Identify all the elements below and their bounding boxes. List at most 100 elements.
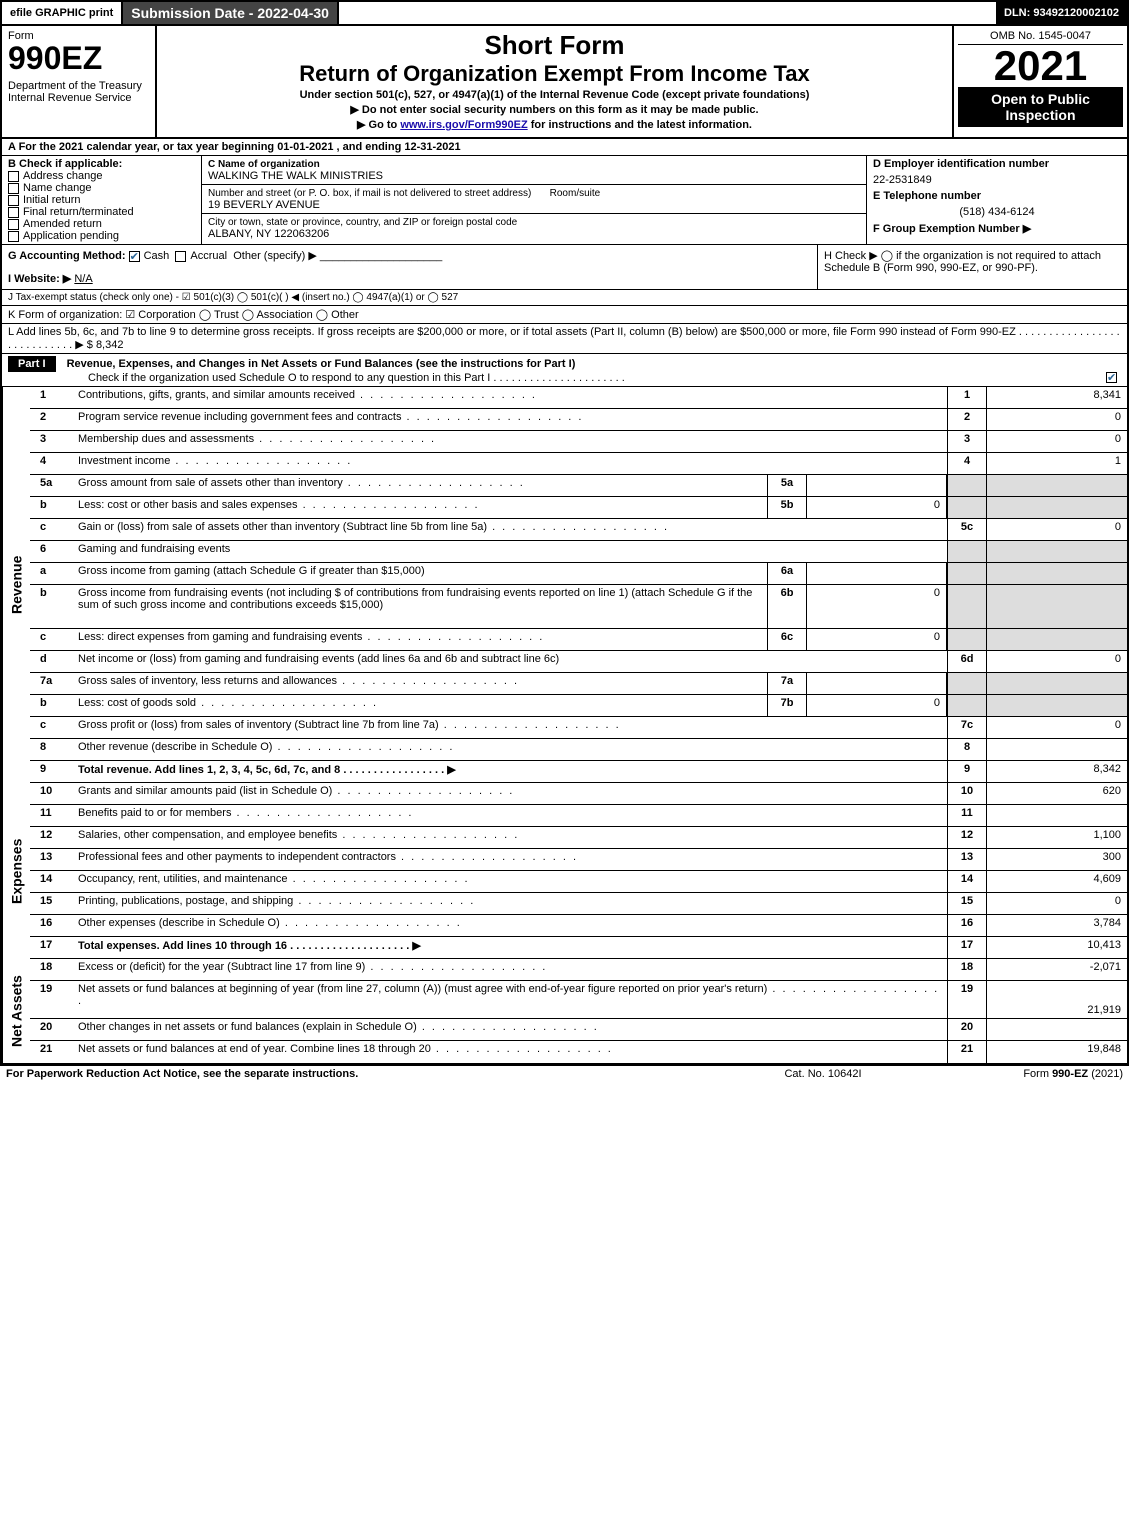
ghi-block: G Accounting Method: Cash Accrual Other … [0, 245, 1129, 290]
row-l: L Add lines 5b, 6c, and 7b to line 9 to … [0, 324, 1129, 354]
g-label: G Accounting Method: [8, 250, 126, 262]
bcd-block: B Check if applicable: Address change Na… [0, 156, 1129, 245]
line-5c: cGain or (loss) from sale of assets othe… [30, 519, 1127, 541]
line-10: 10Grants and similar amounts paid (list … [30, 783, 1127, 805]
line-6c: cLess: direct expenses from gaming and f… [30, 629, 1127, 651]
f-group-label: F Group Exemption Number ▶ [873, 222, 1121, 235]
department-label: Department of the Treasury Internal Reve… [8, 80, 149, 104]
d-ein-label: D Employer identification number [873, 158, 1121, 170]
line-14: 14Occupancy, rent, utilities, and mainte… [30, 871, 1127, 893]
part1-check-note: Check if the organization used Schedule … [88, 372, 625, 384]
line-7a: 7aGross sales of inventory, less returns… [30, 673, 1127, 695]
title-short-form: Short Form [165, 30, 944, 61]
line-6: 6Gaming and fundraising events [30, 541, 1127, 563]
row-h: H Check ▶ ◯ if the organization is not r… [817, 245, 1127, 289]
line-2: 2Program service revenue including gover… [30, 409, 1127, 431]
c-addr-label: Number and street (or P. O. box, if mail… [208, 188, 531, 199]
row-g: G Accounting Method: Cash Accrual Other … [8, 249, 811, 262]
line-15: 15Printing, publications, postage, and s… [30, 893, 1127, 915]
tax-year: 2021 [958, 45, 1123, 87]
c-name-label: C Name of organization [208, 159, 320, 170]
section-b: B Check if applicable: Address change Na… [2, 156, 202, 244]
warn2-post: for instructions and the latest informat… [528, 119, 752, 131]
topbar-spacer [339, 2, 996, 24]
header-left: Form 990EZ Department of the Treasury In… [2, 26, 157, 137]
i-value: N/A [74, 273, 92, 285]
line-6a: aGross income from gaming (attach Schedu… [30, 563, 1127, 585]
org-city: ALBANY, NY 122063206 [208, 228, 329, 240]
section-b-label: B Check if applicable: [8, 158, 195, 170]
line-13: 13Professional fees and other payments t… [30, 849, 1127, 871]
cb-address-change[interactable]: Address change [8, 170, 195, 182]
line-1-value: 8,341 [987, 387, 1127, 408]
submission-date: Submission Date - 2022-04-30 [123, 2, 339, 24]
revenue-block: Revenue 1Contributions, gifts, grants, a… [0, 387, 1129, 783]
form-header: Form 990EZ Department of the Treasury In… [0, 26, 1129, 139]
i-label: I Website: ▶ [8, 273, 71, 285]
row-k: K Form of organization: ☑ Corporation ◯ … [0, 306, 1129, 324]
e-phone-label: E Telephone number [873, 190, 1121, 202]
line-8: 8Other revenue (describe in Schedule O)8 [30, 739, 1127, 761]
c-room-label: Room/suite [550, 188, 601, 199]
part1-title: Revenue, Expenses, and Changes in Net As… [67, 358, 576, 370]
row-j: J Tax-exempt status (check only one) - ☑… [0, 290, 1129, 306]
vlabel-expenses: Expenses [2, 783, 30, 959]
line-12: 12Salaries, other compensation, and empl… [30, 827, 1127, 849]
efile-label[interactable]: efile GRAPHIC print [2, 2, 123, 24]
line-3: 3Membership dues and assessments30 [30, 431, 1127, 453]
part1-title-cell: Part I Revenue, Expenses, and Changes in… [2, 354, 1127, 386]
cb-accrual[interactable] [175, 251, 186, 262]
vlabel-revenue: Revenue [2, 387, 30, 783]
line-20: 20Other changes in net assets or fund ba… [30, 1019, 1127, 1041]
part1-check[interactable] [1106, 372, 1117, 383]
dln-label: DLN: 93492120002102 [996, 2, 1127, 24]
page-footer: For Paperwork Reduction Act Notice, see … [0, 1065, 1129, 1082]
row-a-calendar-year: A For the 2021 calendar year, or tax yea… [0, 139, 1129, 156]
line-21: 21Net assets or fund balances at end of … [30, 1041, 1127, 1063]
line-6b: bGross income from fundraising events (n… [30, 585, 1127, 629]
cb-name-change[interactable]: Name change [8, 182, 195, 194]
row-i: I Website: ▶ N/A [8, 272, 811, 285]
d-ein-value: 22-2531849 [873, 174, 1121, 186]
row-l-value: 8,342 [96, 339, 124, 351]
footer-paperwork: For Paperwork Reduction Act Notice, see … [6, 1068, 723, 1080]
c-city-label: City or town, state or province, country… [208, 217, 517, 228]
warning-instructions: ▶ Go to www.irs.gov/Form990EZ for instru… [165, 118, 944, 131]
warn2-pre: ▶ Go to [357, 119, 400, 131]
subtitle: Under section 501(c), 527, or 4947(a)(1)… [165, 89, 944, 101]
cb-final-return[interactable]: Final return/terminated [8, 206, 195, 218]
c-city-row: City or town, state or province, country… [202, 214, 866, 242]
line-19: 19Net assets or fund balances at beginni… [30, 981, 1127, 1019]
line-1-desc: Contributions, gifts, grants, and simila… [74, 387, 947, 408]
section-c: C Name of organization WALKING THE WALK … [202, 156, 867, 244]
header-right: OMB No. 1545-0047 2021 Open to Public In… [952, 26, 1127, 137]
vlabel-netassets: Net Assets [2, 959, 30, 1063]
line-11: 11Benefits paid to or for members11 [30, 805, 1127, 827]
org-name: WALKING THE WALK MINISTRIES [208, 170, 383, 182]
revenue-lines: 1Contributions, gifts, grants, and simil… [30, 387, 1127, 783]
section-def: D Employer identification number 22-2531… [867, 156, 1127, 244]
footer-formref: Form 990-EZ (2021) [923, 1068, 1123, 1080]
line-7b: bLess: cost of goods sold7b0 [30, 695, 1127, 717]
line-16: 16Other expenses (describe in Schedule O… [30, 915, 1127, 937]
line-6d: dNet income or (loss) from gaming and fu… [30, 651, 1127, 673]
open-to-public: Open to Public Inspection [958, 87, 1123, 127]
g-other: Other (specify) ▶ [233, 250, 317, 262]
part1-header-row: Part I Revenue, Expenses, and Changes in… [0, 354, 1129, 387]
cb-amended-return[interactable]: Amended return [8, 218, 195, 230]
cb-application-pending[interactable]: Application pending [8, 230, 195, 242]
irs-link[interactable]: www.irs.gov/Form990EZ [400, 119, 527, 131]
netassets-block: Net Assets 18Excess or (deficit) for the… [0, 959, 1129, 1065]
line-9: 9Total revenue. Add lines 1, 2, 3, 4, 5c… [30, 761, 1127, 783]
line-18: 18Excess or (deficit) for the year (Subt… [30, 959, 1127, 981]
expenses-lines: 10Grants and similar amounts paid (list … [30, 783, 1127, 959]
cb-initial-return[interactable]: Initial return [8, 194, 195, 206]
g-accrual: Accrual [190, 250, 227, 262]
cb-cash[interactable] [129, 251, 140, 262]
g-i-col: G Accounting Method: Cash Accrual Other … [2, 245, 817, 289]
part1-badge: Part I [8, 356, 56, 372]
netassets-lines: 18Excess or (deficit) for the year (Subt… [30, 959, 1127, 1063]
expenses-block: Expenses 10Grants and similar amounts pa… [0, 783, 1129, 959]
form-number: 990EZ [8, 42, 149, 74]
line-1: 1Contributions, gifts, grants, and simil… [30, 387, 1127, 409]
